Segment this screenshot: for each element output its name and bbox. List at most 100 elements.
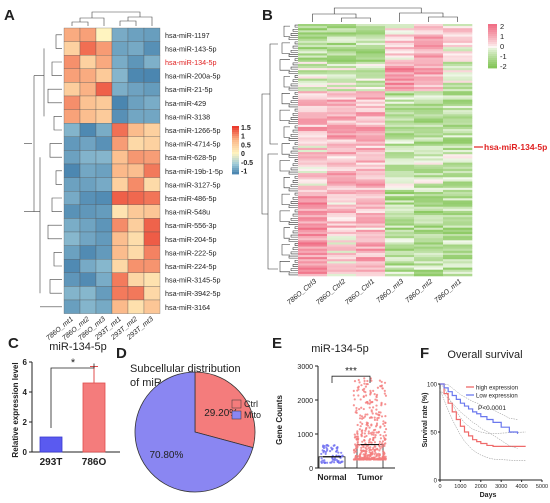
x-tick-label: Normal: [317, 472, 346, 482]
heatmap-b-cell: [356, 261, 386, 264]
heatmap-b-cell: [356, 72, 386, 75]
heatmap-b-cell: [356, 187, 386, 191]
heatmap-b-cell: [443, 34, 473, 37]
heatmap-b-cell: [327, 150, 357, 153]
heatmap-b-cell: [356, 192, 386, 195]
data-point: [335, 446, 338, 450]
heatmap-a-cell: [79, 163, 97, 178]
data-point: [359, 398, 362, 401]
heatmap-a-cell: [111, 150, 129, 165]
heatmap-a-cell: [143, 123, 161, 137]
scale-swatch: [232, 158, 239, 161]
heatmap-b-cell: [443, 168, 473, 172]
x-tick-label: 293T: [40, 457, 63, 468]
heatmap-b-cell: [443, 185, 473, 189]
heatmap-b-cell: [327, 114, 357, 117]
pie-chart-d: Subcellular distribution of miR-134-5p 2…: [130, 363, 261, 493]
heatmap-a-cell: [79, 41, 97, 56]
data-point: [367, 430, 370, 433]
heatmap-b-cell: [356, 30, 386, 33]
data-point: [364, 385, 367, 388]
heatmap-b-cell: [327, 152, 357, 155]
data-point: [325, 461, 329, 464]
data-point: [366, 382, 369, 386]
heatmap-a-cell: [79, 286, 97, 301]
heatmap-b-cell: [356, 51, 386, 54]
heatmap-b-cell: [327, 179, 357, 182]
gene-label: hsa-miR-204-5p: [165, 235, 217, 244]
heatmap-b-cell: [298, 202, 328, 205]
legend-label: Mito: [244, 410, 261, 420]
heatmap-b-cell: [385, 66, 415, 69]
panel-label-e: E: [272, 335, 282, 352]
data-point: [368, 402, 371, 405]
heatmap-b-cell: [385, 267, 415, 270]
heatmap-a-cell: [143, 231, 161, 246]
heatmap-b-cell: [356, 141, 386, 144]
heatmap-b-cell: [414, 122, 444, 126]
heatmap-b-cell: [414, 112, 444, 115]
heatmap-b-cell: [385, 24, 415, 27]
heatmap-b-cell: [443, 263, 473, 266]
heatmap-b-cell: [443, 196, 473, 199]
data-point: [357, 388, 360, 391]
heatmap-b-cell: [298, 40, 328, 44]
heatmap-b-cell: [385, 89, 415, 92]
heatmap-a-cell: [79, 82, 97, 97]
heatmap-b-cell: [298, 181, 328, 184]
heatmap-b-cell: [414, 143, 444, 147]
chart-e-ylabel: Gene Counts: [275, 395, 284, 445]
heatmap-a-cell: [79, 109, 97, 124]
heatmap-b-cell: [356, 93, 386, 96]
heatmap-b-cell: [385, 173, 415, 176]
heatmap-b-cell: [385, 124, 415, 128]
y-tick-label: 6: [23, 358, 28, 367]
scale-swatch: [232, 142, 239, 145]
heatmap-b-cell: [443, 255, 473, 258]
heatmap-b-cell: [327, 177, 357, 180]
scale-swatch: [488, 30, 497, 33]
data-point: [375, 396, 378, 399]
heatmap-b-cell: [298, 252, 328, 256]
heatmap-b-cell: [385, 265, 415, 268]
heatmap-b-cell: [385, 257, 415, 260]
gene-label: hsa-miR-429: [165, 99, 206, 108]
heatmap-b-cell: [327, 255, 357, 258]
heatmap-b-cell: [385, 208, 415, 212]
heatmap-b-cell: [298, 118, 328, 121]
data-point: [372, 429, 376, 432]
scale-label: 0: [500, 42, 504, 51]
heatmap-b-cell: [327, 66, 357, 69]
heatmap-a-cell: [111, 41, 129, 56]
heatmap-b-cell: [443, 238, 473, 241]
dendrogram-columns: [312, 7, 458, 22]
heatmap-b-cell: [443, 91, 473, 94]
legend-swatch: [231, 399, 242, 409]
heatmap-b-cell: [356, 34, 386, 37]
heatmap-b-cell: [443, 181, 473, 184]
heatmap-b-cell: [356, 257, 386, 260]
data-point: [366, 379, 369, 383]
heatmap-b-cell: [356, 221, 386, 224]
scale-label: -1: [500, 52, 507, 61]
data-point: [378, 440, 382, 443]
data-point: [362, 445, 365, 449]
heatmap-b-cell: [414, 147, 444, 151]
heatmap-a-cell: [111, 299, 129, 314]
heatmap-b-cell: [443, 227, 473, 231]
heatmap-b-cell: [443, 242, 473, 245]
heatmap-b-cell: [385, 189, 415, 193]
heatmap-b-cell: [298, 187, 328, 191]
heatmap-b-cell: [356, 223, 386, 226]
data-point: [341, 460, 344, 463]
heatmap-b-cell: [298, 208, 328, 212]
heatmap-b-cell: [385, 59, 415, 63]
data-point: [358, 381, 361, 384]
data-point: [379, 437, 383, 440]
heatmap-b-cell: [327, 129, 357, 132]
data-point: [355, 409, 358, 412]
heatmap-b-cell: [385, 143, 415, 147]
heatmap-a-cell: [95, 259, 113, 273]
heatmap-b-cell: [385, 95, 415, 98]
data-point: [366, 454, 369, 458]
